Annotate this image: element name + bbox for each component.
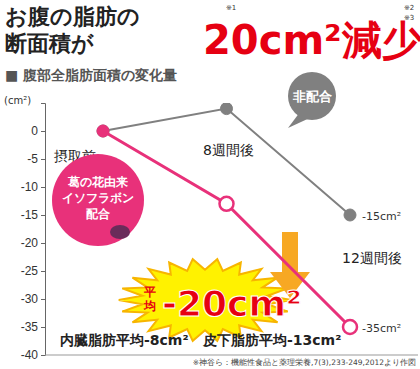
y-tick: -35 [21, 320, 45, 334]
point [97, 125, 109, 137]
y-tick-label: 0 [31, 124, 38, 138]
y-axis-line [41, 104, 46, 356]
y-tick: -5 [27, 152, 45, 166]
subtitle: ■ 腹部全脂肪面積の変化量 [5, 67, 177, 83]
y-tick: 0 [31, 124, 45, 138]
series-name: 非配合 [292, 89, 332, 104]
y-tick: -20 [21, 236, 45, 250]
point [343, 320, 357, 334]
y-tick-mark [41, 327, 45, 328]
flower [110, 225, 130, 239]
footnote-mark: ※3 [404, 14, 414, 22]
y-tick-label: -35 [21, 320, 39, 334]
chart: お腹の脂肪の断面積が 20cm²減少! ※1 ※2 ※3 ■ 腹部全脂肪面積の変化量 (cm… [0, 0, 420, 369]
point [221, 103, 233, 115]
footnote-mark: ※2 [404, 4, 414, 12]
headline: 20cm²減少! [203, 17, 420, 63]
y-tick-mark [41, 299, 45, 300]
breakdown: 皮下脂肪平均-13cm² [202, 332, 341, 348]
category-label: 8週間後 [203, 142, 254, 158]
point [344, 209, 356, 221]
y-tick-label: -20 [21, 236, 39, 250]
average-value: -20cm² [162, 283, 302, 324]
y-tick: -10 [21, 180, 45, 194]
point [220, 197, 234, 211]
y-tick-mark [41, 159, 45, 160]
data-label: -15cm² [362, 210, 401, 223]
y-tick-mark [41, 215, 45, 216]
y-tick-label: -10 [21, 180, 39, 194]
y-tick-label: -40 [21, 348, 39, 362]
y-tick: -15 [21, 208, 45, 222]
y-tick-label: -15 [21, 208, 39, 222]
y-tick-mark [41, 187, 45, 188]
y-tick-mark [41, 271, 45, 272]
y-tick: -30 [21, 292, 45, 306]
line [103, 131, 350, 327]
point [97, 125, 109, 137]
y-axis-title: (cm²) [4, 95, 31, 106]
breakdown: 内臓脂肪平均-8cm² [60, 332, 189, 348]
y-tick-mark [41, 355, 45, 356]
y-tick: -40 [21, 348, 45, 362]
y-tick-label: -5 [27, 152, 38, 166]
y-tick-label: -25 [21, 264, 39, 278]
x-axis-line [45, 355, 418, 356]
title: お腹の脂肪の断面積が [5, 4, 140, 56]
footnote-mark: ※1 [226, 4, 236, 12]
source-note: ※神谷ら：機能性食品と薬理栄養,7(3),233-249,2012より作図 [193, 358, 416, 367]
y-tick-mark [41, 131, 45, 132]
y-tick: -25 [21, 264, 45, 278]
y-tick-mark [41, 243, 45, 244]
data-label: -35cm² [362, 322, 401, 335]
category-label: 12週間後 [342, 250, 402, 266]
series-name: 葛の花由来イソフラボン配合 [62, 175, 134, 221]
y-tick-label: -30 [21, 292, 39, 306]
average-label: 平均 [143, 285, 156, 313]
y-axis: -40 -35 -30 -25 -20 -15 -10 -5 0 [21, 104, 46, 363]
series-bubble [52, 154, 144, 246]
series-bubble [288, 72, 336, 120]
